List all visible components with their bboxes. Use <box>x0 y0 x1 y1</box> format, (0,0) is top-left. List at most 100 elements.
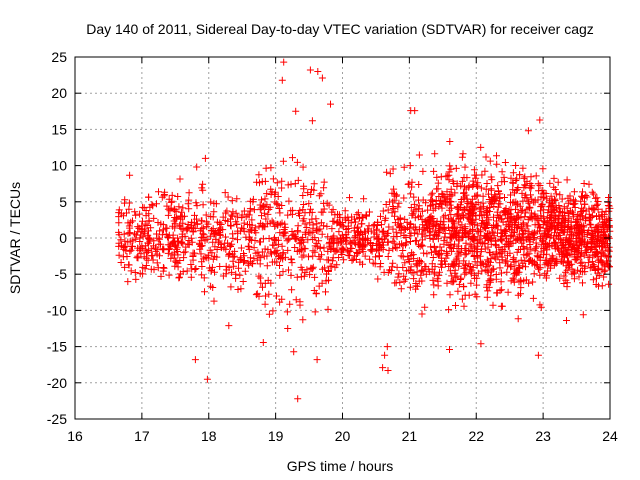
data-point <box>154 219 162 226</box>
data-point <box>383 343 391 351</box>
data-point <box>270 241 278 249</box>
data-point <box>534 227 542 235</box>
data-point <box>410 229 418 237</box>
data-point <box>221 189 229 197</box>
data-point <box>435 193 443 200</box>
data-point <box>527 245 535 253</box>
data-point <box>360 242 368 250</box>
data-point <box>227 215 234 223</box>
data-point <box>585 205 593 213</box>
data-point <box>540 189 548 197</box>
data-point <box>249 195 257 203</box>
data-point <box>225 322 233 330</box>
data-point <box>461 270 469 278</box>
data-point <box>285 266 292 274</box>
data-point <box>233 220 241 228</box>
data-point <box>374 275 382 283</box>
data-point <box>452 164 460 172</box>
data-point <box>554 231 562 239</box>
data-point <box>440 237 448 245</box>
data-point <box>323 270 330 278</box>
data-point <box>374 218 382 226</box>
data-point <box>438 197 446 205</box>
data-point <box>287 271 295 279</box>
data-point <box>445 306 453 314</box>
data-point <box>454 287 462 295</box>
data-point <box>240 257 248 265</box>
data-point <box>441 211 449 219</box>
data-point <box>278 242 286 250</box>
data-point <box>445 176 453 184</box>
data-point <box>153 200 160 208</box>
data-point <box>297 237 305 244</box>
data-point <box>224 239 232 247</box>
data-point <box>389 245 397 253</box>
y-tick-label: 15 <box>51 121 67 137</box>
data-point <box>446 291 454 299</box>
data-point <box>193 202 201 210</box>
data-point <box>602 235 610 243</box>
data-point <box>259 283 266 291</box>
data-point <box>456 201 464 209</box>
data-point <box>589 230 597 237</box>
data-point <box>530 270 538 278</box>
data-point <box>446 346 453 353</box>
data-point <box>262 292 269 300</box>
data-point <box>210 199 218 207</box>
data-point <box>138 225 146 233</box>
data-point <box>293 158 301 166</box>
data-point <box>147 245 155 253</box>
data-point <box>301 209 309 217</box>
data-point <box>156 252 163 260</box>
data-point <box>199 180 207 188</box>
data-point <box>172 257 180 265</box>
data-point <box>379 364 387 372</box>
data-point <box>187 261 195 268</box>
data-point <box>517 290 524 298</box>
data-point <box>181 248 189 256</box>
data-point <box>491 197 498 205</box>
data-point <box>256 274 264 282</box>
data-point <box>434 235 442 243</box>
data-point <box>359 260 366 268</box>
data-point <box>329 245 337 253</box>
data-point <box>488 176 496 184</box>
data-point <box>376 252 383 260</box>
data-point <box>283 237 291 245</box>
data-point <box>553 226 561 234</box>
data-point <box>593 213 600 220</box>
data-point <box>545 206 552 214</box>
data-point <box>312 290 320 298</box>
data-point <box>342 230 350 238</box>
data-point <box>384 238 392 246</box>
data-point <box>461 205 468 213</box>
data-point <box>174 263 182 271</box>
data-point <box>246 226 254 234</box>
data-point <box>590 238 598 246</box>
data-point <box>333 235 341 243</box>
data-point <box>466 207 473 215</box>
data-point <box>497 215 505 223</box>
data-point <box>341 207 349 215</box>
data-point <box>539 235 547 243</box>
data-point <box>145 217 153 225</box>
data-point <box>127 267 135 275</box>
data-point <box>276 271 284 279</box>
data-point <box>543 260 551 268</box>
data-point <box>366 208 373 216</box>
data-point <box>489 265 497 273</box>
data-point <box>578 241 586 249</box>
data-point <box>279 157 287 165</box>
data-point <box>150 214 158 222</box>
data-point <box>466 241 474 249</box>
data-point <box>247 254 254 262</box>
data-point <box>369 259 377 267</box>
data-point <box>324 247 332 255</box>
data-point <box>507 262 515 270</box>
data-point <box>171 220 179 228</box>
data-point <box>292 107 300 115</box>
data-point <box>408 178 416 186</box>
data-point <box>145 227 152 235</box>
data-point <box>570 246 578 254</box>
data-point <box>349 255 357 263</box>
